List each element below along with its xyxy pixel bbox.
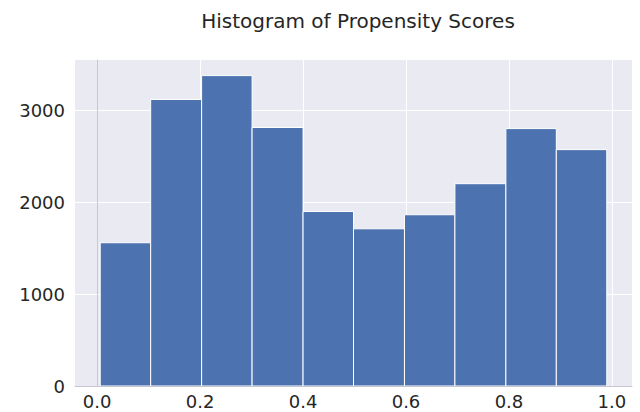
svg-text:1000: 1000 <box>19 284 65 305</box>
svg-text:0.6: 0.6 <box>392 391 421 412</box>
svg-text:3000: 3000 <box>19 100 65 121</box>
svg-text:1.0: 1.0 <box>598 391 627 412</box>
svg-text:0.8: 0.8 <box>495 391 524 412</box>
svg-text:2000: 2000 <box>19 192 65 213</box>
svg-text:0.4: 0.4 <box>289 391 318 412</box>
svg-text:0.0: 0.0 <box>83 391 112 412</box>
svg-text:0: 0 <box>54 376 65 397</box>
svg-text:0.2: 0.2 <box>186 391 215 412</box>
svg-text:Histogram of Propensity Scores: Histogram of Propensity Scores <box>201 9 515 33</box>
